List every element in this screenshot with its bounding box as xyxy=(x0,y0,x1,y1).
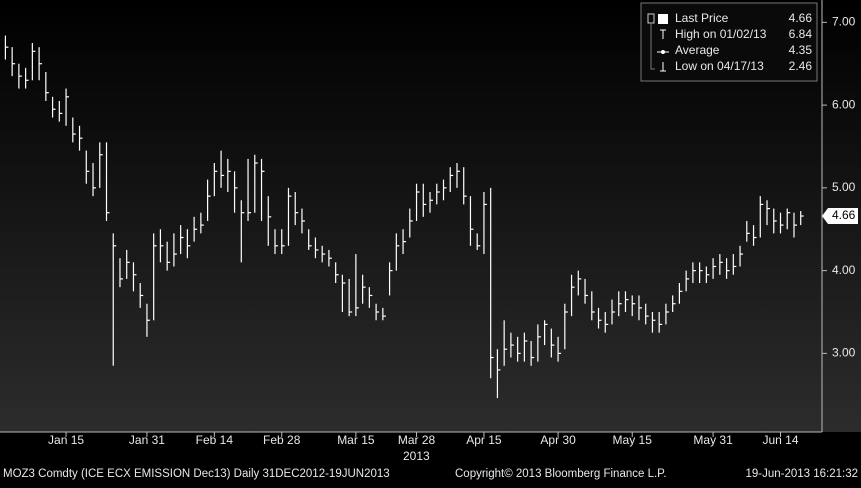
legend-icon xyxy=(658,14,668,24)
legend-label: High on 01/02/13 xyxy=(675,27,767,41)
legend-label: Last Price xyxy=(675,11,729,25)
x-tick-label: Apr 15 xyxy=(466,433,502,447)
y-tick-label: 7.00 xyxy=(832,15,856,29)
x-tick-label: Jan 15 xyxy=(48,433,84,447)
legend-value: 2.46 xyxy=(789,59,813,73)
legend-icon xyxy=(660,62,666,72)
legend-value: 6.84 xyxy=(789,27,813,41)
last-price-label: 4.66 xyxy=(832,208,856,222)
legend-label: Low on 04/17/13 xyxy=(675,59,764,73)
x-tick-label: Jan 31 xyxy=(129,433,165,447)
footer-center: Copyright© 2013 Bloomberg Finance L.P. xyxy=(455,468,667,480)
legend-label: Average xyxy=(675,43,720,57)
x-tick-label: Jun 14 xyxy=(762,433,798,447)
legend-value: 4.66 xyxy=(789,11,813,25)
x-tick-label: Feb 28 xyxy=(263,433,301,447)
x-tick-label: Mar 15 xyxy=(337,433,375,447)
y-tick-label: 4.00 xyxy=(832,263,856,277)
legend-value: 4.35 xyxy=(789,43,813,57)
x-tick-label: May 31 xyxy=(693,433,733,447)
legend-icon xyxy=(660,29,666,39)
y-tick-label: 6.00 xyxy=(832,97,856,111)
y-tick-label: 5.00 xyxy=(832,180,856,194)
footer-left: MOZ3 Comdty (ICE ECX EMISSION Dec13) Dai… xyxy=(3,468,390,480)
legend-icon xyxy=(661,50,665,54)
legend-box xyxy=(640,2,818,82)
legend-tree xyxy=(650,24,655,70)
legend xyxy=(640,2,818,82)
x-tick-label: May 15 xyxy=(613,433,653,447)
x-tick-label: Feb 14 xyxy=(196,433,234,447)
x-tick-label: Mar 28 xyxy=(398,433,436,447)
y-tick-label: 3.00 xyxy=(832,346,856,360)
x-tick-label: Apr 30 xyxy=(540,433,576,447)
legend-icon xyxy=(647,13,655,24)
footer-right: 19-Jun-2013 16:21:32 xyxy=(745,468,858,480)
x-year-label: 2013 xyxy=(403,449,430,463)
last-price-tag xyxy=(822,208,858,224)
